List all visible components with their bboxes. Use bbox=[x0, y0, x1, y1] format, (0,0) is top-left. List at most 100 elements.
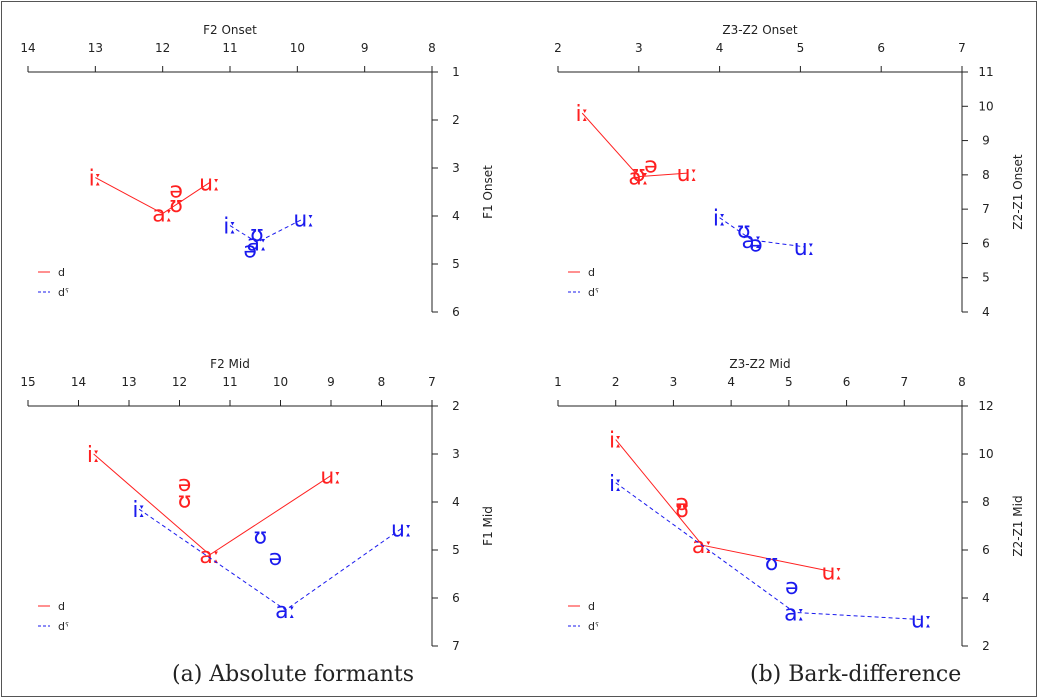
vowel-point: iː bbox=[87, 443, 101, 468]
vowel-point: uː bbox=[794, 236, 815, 261]
x-tick-label: 14 bbox=[71, 375, 86, 389]
y-tick-label: 2 bbox=[452, 399, 460, 413]
x-axis-title: F2 Mid bbox=[210, 357, 250, 371]
vowel-point: ə bbox=[269, 546, 283, 571]
legend-label: d bbox=[588, 600, 595, 613]
y-tick-label: 3 bbox=[452, 447, 460, 461]
legend-label: d bbox=[58, 600, 65, 613]
vowel-point: aː bbox=[741, 229, 762, 254]
vowel-point: ʊ bbox=[250, 222, 264, 247]
series-line bbox=[229, 217, 305, 243]
x-tick-label: 5 bbox=[797, 41, 805, 55]
x-tick-label: 14 bbox=[20, 41, 35, 55]
x-tick-label: 9 bbox=[327, 375, 335, 389]
x-tick-label: 12 bbox=[172, 375, 187, 389]
y-tick-label: 9 bbox=[982, 134, 990, 148]
y-tick-label: 5 bbox=[452, 257, 460, 271]
x-tick-label: 13 bbox=[121, 375, 136, 389]
vowel-point: ə bbox=[749, 232, 763, 257]
vowel-point: aː bbox=[628, 166, 649, 191]
vowel-point: aː bbox=[275, 599, 296, 624]
y-tick-label: 6 bbox=[452, 305, 460, 319]
vowel-point: ə bbox=[243, 239, 257, 264]
y-axis-title: Z2-Z1 Mid bbox=[1011, 495, 1025, 556]
y-tick-label: 1 bbox=[452, 65, 460, 79]
y-tick-label: 7 bbox=[982, 202, 990, 216]
y-tick-label: 12 bbox=[978, 399, 993, 413]
vowel-point: aː bbox=[152, 203, 173, 228]
vowel-point: uː bbox=[199, 171, 220, 196]
vowel-point: aː bbox=[199, 544, 220, 569]
x-tick-label: 7 bbox=[900, 375, 908, 389]
vowel-point: uː bbox=[320, 465, 341, 490]
x-tick-label: 2 bbox=[612, 375, 620, 389]
legend-label: dˤ bbox=[588, 620, 599, 633]
y-axis-title: F1 Mid bbox=[481, 506, 495, 546]
x-tick-label: 3 bbox=[635, 41, 643, 55]
y-tick-label: 5 bbox=[452, 543, 460, 557]
y-tick-label: 4 bbox=[452, 495, 460, 509]
y-tick-label: 4 bbox=[982, 305, 990, 319]
legend-label: dˤ bbox=[58, 620, 69, 633]
y-tick-label: 6 bbox=[452, 591, 460, 605]
vowel-point: iː bbox=[89, 167, 103, 192]
y-tick-label: 8 bbox=[982, 168, 990, 182]
y-tick-label: 8 bbox=[982, 495, 990, 509]
vowel-point: ə bbox=[785, 575, 799, 600]
legend-label: d bbox=[588, 266, 595, 279]
y-tick-label: 7 bbox=[452, 639, 460, 653]
caption-bark-difference: (b) Bark-difference bbox=[750, 662, 962, 687]
y-tick-label: 2 bbox=[452, 113, 460, 127]
vowel-point: aː bbox=[692, 534, 713, 559]
vowel-point: ə bbox=[169, 179, 183, 204]
x-tick-label: 11 bbox=[222, 375, 237, 389]
vowel-point: ə bbox=[178, 472, 192, 497]
x-tick-label: 7 bbox=[428, 375, 436, 389]
vowel-point: ʊ bbox=[737, 219, 751, 244]
y-tick-label: 3 bbox=[452, 161, 460, 175]
x-tick-label: 4 bbox=[727, 375, 735, 389]
x-tick-label: 7 bbox=[958, 41, 966, 55]
vowel-point: ʊ bbox=[765, 551, 779, 576]
y-tick-label: 10 bbox=[978, 447, 993, 461]
x-axis-title: F2 Onset bbox=[203, 23, 257, 37]
series-line bbox=[95, 177, 211, 215]
x-tick-label: 11 bbox=[222, 41, 237, 55]
legend-label: dˤ bbox=[588, 286, 599, 299]
x-tick-label: 10 bbox=[273, 375, 288, 389]
vowel-point: ə bbox=[675, 491, 689, 516]
vowel-point: ʊ bbox=[254, 525, 268, 550]
vowel-point: uː bbox=[677, 162, 698, 187]
y-tick-label: 4 bbox=[452, 209, 460, 223]
vowel-point: ʊ bbox=[169, 193, 183, 218]
y-tick-label: 11 bbox=[978, 65, 993, 79]
x-tick-label: 8 bbox=[958, 375, 966, 389]
x-axis-title: Z3-Z2 Mid bbox=[729, 357, 790, 371]
vowel-point: ə bbox=[644, 154, 658, 179]
legend-label: dˤ bbox=[58, 286, 69, 299]
x-tick-label: 3 bbox=[670, 375, 678, 389]
y-tick-label: 5 bbox=[982, 271, 990, 285]
y-tick-label: 10 bbox=[978, 99, 993, 113]
panel-bark-onset: 2 3 4 5 6 7 Z3-Z2 Onset 4 5 6 7 8 9 10 11 Z2-Z1 Onset iː… bbox=[554, 23, 1025, 319]
y-tick-label: 6 bbox=[982, 543, 990, 557]
y-axis-title: Z2-Z1 Onset bbox=[1011, 154, 1025, 230]
vowel-point: iː bbox=[223, 215, 237, 240]
x-tick-label: 9 bbox=[361, 41, 369, 55]
vowel-point: iː bbox=[575, 102, 589, 127]
x-tick-label: 8 bbox=[428, 41, 436, 55]
caption-absolute-formants: (a) Absolute formants bbox=[172, 662, 415, 687]
x-tick-label: 6 bbox=[877, 41, 885, 55]
vowel-point: uː bbox=[821, 561, 842, 586]
series-line bbox=[615, 439, 833, 573]
vowel-point: iː bbox=[609, 429, 623, 454]
series-line bbox=[138, 508, 402, 611]
vowel-point: ʊ bbox=[632, 162, 646, 187]
x-tick-label: 1 bbox=[554, 375, 562, 389]
x-tick-label: 6 bbox=[843, 375, 851, 389]
vowel-point: iː bbox=[609, 472, 623, 497]
vowel-point: aː bbox=[784, 601, 805, 626]
